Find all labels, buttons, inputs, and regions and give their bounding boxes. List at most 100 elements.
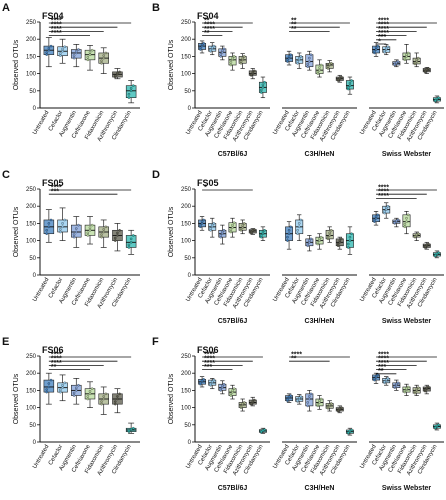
y-axis-label: Observed OTUs	[13, 39, 20, 90]
data-point	[88, 226, 92, 229]
data-point	[308, 239, 311, 242]
y-tick-label: 150	[26, 388, 37, 394]
data-point	[127, 246, 131, 249]
data-point	[319, 397, 323, 401]
box-group: UntreatedCefaclorAugmentinCeftriaxoneFid…	[272, 390, 357, 492]
significance-label: ***	[378, 34, 386, 41]
data-point	[100, 62, 103, 65]
data-point	[61, 49, 64, 53]
significance-label: **	[204, 17, 210, 24]
data-point	[114, 236, 117, 240]
data-point	[72, 394, 76, 397]
box-group: UntreatedCefaclorAugmentinCeftriaxoneFid…	[32, 207, 140, 310]
data-point	[348, 81, 352, 85]
data-point	[297, 396, 301, 400]
significance-bracket: ****	[376, 184, 437, 191]
significance-bracket: ****	[48, 30, 90, 37]
box-group: UntreatedCefaclorAugmentinCeftriaxoneFid…	[359, 42, 444, 158]
data-point	[45, 229, 48, 232]
data-point	[200, 220, 204, 223]
y-tick-label: 200	[26, 371, 37, 377]
data-point	[383, 49, 386, 53]
data-point	[286, 58, 289, 62]
data-point	[59, 388, 62, 392]
data-point	[239, 404, 243, 408]
data-point	[127, 429, 131, 433]
data-point	[263, 80, 266, 84]
data-point	[209, 382, 212, 386]
data-point	[127, 96, 131, 99]
data-point	[403, 56, 407, 60]
strain-label: C57Bl/6J	[218, 485, 248, 492]
data-point	[242, 55, 246, 58]
data-point	[102, 54, 105, 57]
box-group: UntreatedCefaclorAugmentinCeftriaxoneFid…	[185, 40, 270, 158]
y-tick-label: 250	[26, 187, 37, 193]
data-point	[127, 92, 131, 96]
box-clindamycin: Clindamycin	[243, 226, 267, 308]
data-point	[114, 400, 117, 403]
data-point	[423, 388, 427, 392]
significance-label: **	[378, 368, 384, 375]
y-tick-label: 150	[26, 221, 37, 227]
data-point	[296, 398, 299, 402]
data-point	[88, 390, 92, 393]
data-point	[210, 223, 214, 227]
data-point	[47, 48, 51, 52]
y-tick-label: 150	[181, 221, 192, 227]
data-point	[241, 402, 244, 405]
y-axis-label: Observed OTUs	[168, 39, 175, 90]
panel-b: B FS04 0 50 100 150 200 250 Observed OTUs Untreat…	[152, 2, 444, 158]
data-point	[326, 235, 330, 239]
data-point	[306, 65, 310, 68]
significance-label: ***	[378, 364, 386, 371]
significance-bracket: **	[289, 17, 350, 24]
data-point	[308, 60, 311, 63]
box-clindamycin: Clindamycin	[330, 76, 354, 141]
panel-letter: B	[152, 2, 160, 14]
data-point	[45, 232, 48, 235]
data-point	[299, 55, 303, 58]
data-point	[77, 383, 80, 387]
significance-bracket: ***	[376, 34, 397, 41]
data-point	[309, 53, 313, 56]
significance-label: *	[204, 184, 207, 191]
data-point	[306, 62, 310, 66]
panel-d: D FS05 0 50 100 150 200 250 Observed OTUs Untreat…	[152, 169, 444, 325]
box-group: UntreatedCefaclorAugmentinCeftriaxoneFid…	[185, 376, 270, 492]
significance-label: ****	[204, 22, 215, 29]
data-point	[386, 204, 390, 208]
data-point	[199, 223, 202, 227]
data-point	[296, 232, 299, 235]
y-axis-label: Observed OTUs	[168, 206, 175, 257]
significance-bracket: ****	[48, 184, 132, 191]
panel-letter: C	[2, 169, 10, 181]
data-point	[232, 55, 236, 58]
significance-label: ****	[378, 193, 389, 200]
significance-bracket: **	[202, 17, 253, 24]
panel-letter: A	[2, 2, 10, 14]
data-point	[328, 403, 331, 406]
y-tick-label: 200	[181, 371, 192, 377]
data-point	[289, 225, 292, 229]
data-point	[100, 59, 103, 62]
data-point	[318, 68, 321, 72]
y-tick-label: 100	[181, 406, 192, 412]
data-point	[261, 230, 265, 234]
data-point	[348, 84, 352, 87]
data-point	[415, 233, 418, 236]
y-tick-label: 150	[26, 54, 37, 60]
data-point	[47, 385, 51, 389]
data-point	[425, 68, 429, 71]
data-point	[45, 51, 48, 54]
data-point	[326, 405, 330, 409]
data-point	[393, 221, 397, 224]
data-point	[116, 395, 119, 398]
significance-label: ****	[51, 360, 62, 367]
significance-bracket: ****	[376, 22, 427, 29]
data-point	[129, 237, 133, 241]
strain-label: C3H/HeN	[305, 485, 335, 492]
data-point	[350, 232, 353, 235]
strain-label: C57Bl/6J	[218, 318, 248, 325]
data-point	[348, 235, 352, 239]
